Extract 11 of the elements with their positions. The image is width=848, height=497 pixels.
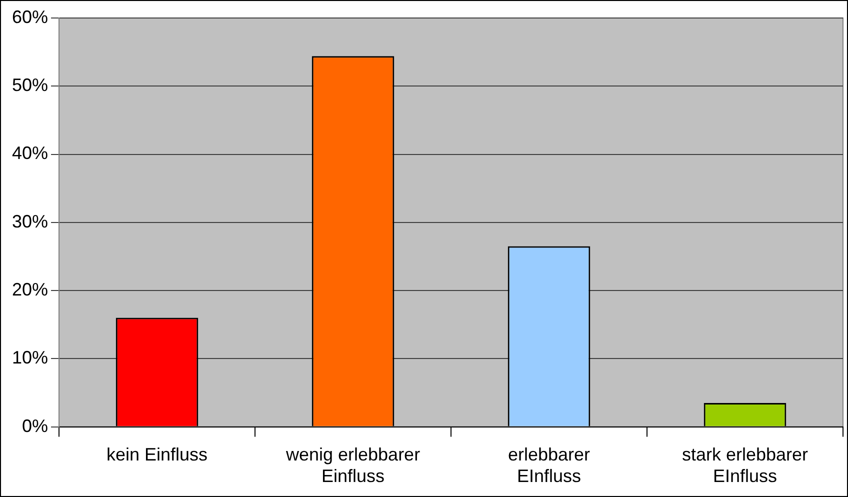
x-tick-label: stark erlebbarer EInfluss: [682, 444, 808, 486]
y-tick-label: 10%: [12, 348, 48, 368]
y-tick-label: 40%: [12, 143, 48, 164]
x-tick-label: kein Einfluss: [106, 444, 208, 465]
y-tick-label: 50%: [12, 75, 48, 96]
y-tick-label: 0%: [22, 416, 48, 436]
y-tick-label: 20%: [12, 280, 48, 300]
x-tick-label: wenig erlebbarer Einfluss: [284, 444, 420, 486]
y-tick-label: 30%: [12, 211, 48, 232]
y-tick-label: 60%: [12, 6, 48, 27]
x-tick-label: erlebbarer EInfluss: [508, 444, 590, 486]
